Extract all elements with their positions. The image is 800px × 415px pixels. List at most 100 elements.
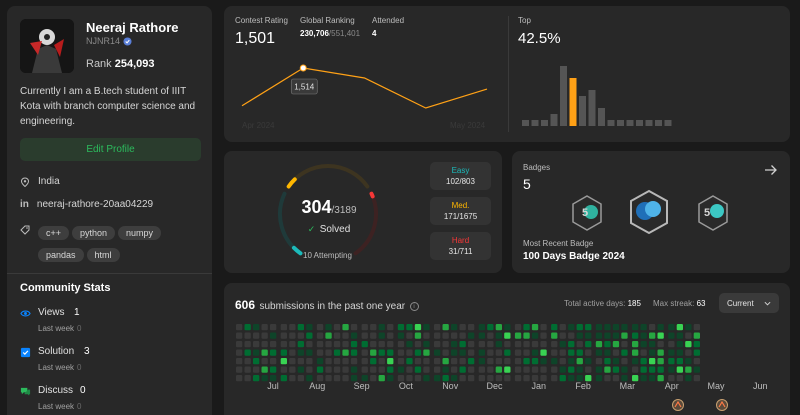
heatmap-cell bbox=[495, 366, 502, 373]
heatmap-cell bbox=[459, 332, 466, 339]
heatmap-cell bbox=[236, 324, 243, 331]
heatmap-cell bbox=[459, 358, 466, 365]
month-label: Jul bbox=[267, 381, 279, 391]
heatmap-cell bbox=[523, 349, 530, 356]
heatmap-cell bbox=[342, 358, 349, 365]
skill-tag[interactable]: numpy bbox=[118, 226, 162, 240]
badge-dcc-icon[interactable] bbox=[628, 189, 670, 235]
easy-label: Easy bbox=[451, 166, 470, 175]
discuss-sub: Last week bbox=[38, 402, 75, 411]
heatmap-cell bbox=[306, 324, 313, 331]
heatmap-cell bbox=[595, 366, 603, 373]
heatmap-cell bbox=[378, 324, 385, 331]
heatmap-cell bbox=[316, 366, 324, 373]
heatmap-cell bbox=[632, 349, 639, 356]
heatmap-cell bbox=[649, 366, 656, 373]
rating-histogram[interactable] bbox=[518, 50, 768, 130]
heatmap-cell bbox=[325, 324, 332, 331]
heatmap-cell bbox=[378, 375, 385, 382]
heatmap-cell bbox=[668, 375, 675, 382]
heatmap-cell bbox=[640, 332, 647, 339]
badge-100-days-icon[interactable]: 5 bbox=[696, 194, 730, 232]
histogram-bar bbox=[588, 90, 596, 126]
solution-value: 3 bbox=[84, 346, 90, 357]
heatmap-cell bbox=[316, 324, 324, 331]
heatmap-cell bbox=[468, 366, 475, 373]
heatmap-cell bbox=[434, 366, 441, 373]
heatmap-cell bbox=[342, 375, 349, 382]
heatmap-cell bbox=[640, 375, 647, 382]
rating-tooltip: 1,514 bbox=[290, 78, 318, 95]
month-label: Apr bbox=[665, 381, 679, 391]
heatmap-cell bbox=[468, 332, 475, 339]
heatmap-cell bbox=[378, 332, 385, 339]
submissions-header: 606 submissions in the past one year i bbox=[235, 296, 419, 314]
x-end-label: May 2024 bbox=[450, 121, 486, 130]
solved-value: 304 bbox=[301, 197, 332, 217]
edit-profile-button[interactable]: Edit Profile bbox=[20, 138, 201, 161]
check-icon: ✓ bbox=[307, 224, 316, 234]
heatmap-cell bbox=[604, 324, 611, 331]
heatmap-cell bbox=[270, 324, 277, 331]
heatmap-cell bbox=[459, 341, 466, 348]
solved-ring[interactable] bbox=[268, 157, 388, 267]
heatmap-cell bbox=[253, 375, 260, 382]
heatmap-cell bbox=[316, 375, 324, 382]
heatmap-cell bbox=[495, 375, 502, 382]
heatmap-cell bbox=[604, 375, 611, 382]
hard-box[interactable]: Hard 31/711 bbox=[430, 232, 491, 260]
histogram-bar bbox=[617, 120, 624, 126]
heatmap-cell bbox=[621, 324, 628, 331]
medium-track bbox=[286, 164, 370, 189]
year-dropdown[interactable]: Current bbox=[719, 293, 779, 313]
heatmap-cell bbox=[595, 324, 603, 331]
heatmap-cell bbox=[361, 324, 368, 331]
heatmap-cell bbox=[244, 349, 251, 356]
skill-tag[interactable]: python bbox=[72, 226, 116, 240]
skill-tag[interactable]: html bbox=[86, 248, 120, 262]
heatmap-cell bbox=[236, 358, 243, 365]
histogram-bar bbox=[522, 120, 529, 126]
medium-box[interactable]: Med. 171/1675 bbox=[430, 197, 491, 225]
heatmap-cell bbox=[423, 375, 430, 382]
info-icon[interactable]: i bbox=[409, 302, 419, 311]
heatmap-cell bbox=[434, 324, 441, 331]
heatmap-cell bbox=[333, 358, 341, 365]
month-label: Jun bbox=[753, 381, 768, 391]
global-total: /551,401 bbox=[328, 29, 361, 38]
linkedin-text[interactable]: neeraj-rathore-20aa04229 bbox=[36, 199, 154, 210]
solved-label: Solved bbox=[319, 224, 351, 235]
heatmap-cell bbox=[487, 324, 494, 331]
skill-tag[interactable]: c++ bbox=[38, 226, 70, 240]
heatmap-cell bbox=[261, 375, 268, 382]
heatmap-cell bbox=[531, 341, 539, 348]
heatmap-cell bbox=[657, 358, 664, 365]
heatmap-cell bbox=[270, 375, 277, 382]
skill-tag[interactable]: pandas bbox=[38, 248, 84, 262]
rating-line-chart[interactable]: 1,514 Apr 2024 May 2024 bbox=[232, 46, 502, 138]
heatmap-cell bbox=[685, 366, 692, 373]
heatmap-cell bbox=[693, 341, 700, 348]
heatmap-cell bbox=[531, 375, 539, 382]
heatmap-cell bbox=[236, 349, 243, 356]
heatmap-cell bbox=[423, 324, 430, 331]
badge-50-days-icon[interactable]: 5 bbox=[570, 194, 604, 232]
heatmap-cell bbox=[316, 341, 324, 348]
heatmap-cell bbox=[576, 375, 583, 382]
linkedin-row[interactable]: in neeraj-rathore-20aa04229 bbox=[20, 199, 153, 210]
heatmap-cell bbox=[595, 332, 603, 339]
heatmap-cell bbox=[595, 341, 603, 348]
heatmap-cell bbox=[514, 349, 522, 356]
arrow-right-icon[interactable] bbox=[764, 164, 778, 176]
submission-heatmap[interactable]: Jul Aug Sep Oct Nov Dec Jan Feb Mar Apr May Jun bbox=[224, 321, 784, 413]
histogram-bar bbox=[579, 96, 586, 126]
easy-box[interactable]: Easy 102/803 bbox=[430, 162, 491, 190]
avatar[interactable] bbox=[20, 19, 74, 73]
heatmap-cell bbox=[668, 341, 675, 348]
heatmap-cell bbox=[568, 341, 575, 348]
heatmap-cell bbox=[540, 349, 547, 356]
heatmap-cell bbox=[270, 341, 277, 348]
heatmap-cell bbox=[685, 349, 692, 356]
chart-divider bbox=[508, 16, 509, 132]
discuss-label: Discuss bbox=[38, 385, 74, 396]
